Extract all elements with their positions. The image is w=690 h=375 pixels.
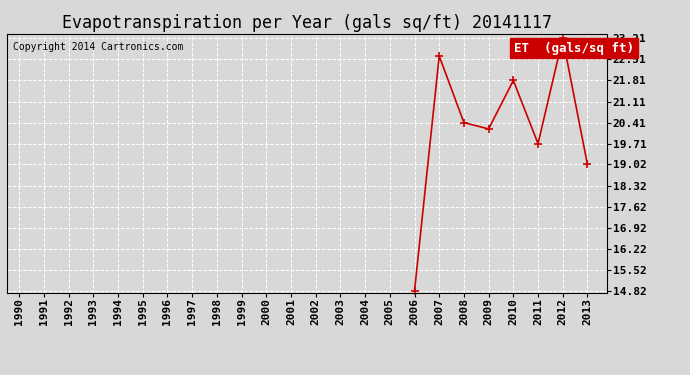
Text: Copyright 2014 Cartronics.com: Copyright 2014 Cartronics.com	[13, 42, 184, 51]
Title: Evapotranspiration per Year (gals sq/ft) 20141117: Evapotranspiration per Year (gals sq/ft)…	[62, 14, 552, 32]
Text: ET  (gals/sq ft): ET (gals/sq ft)	[514, 42, 634, 54]
